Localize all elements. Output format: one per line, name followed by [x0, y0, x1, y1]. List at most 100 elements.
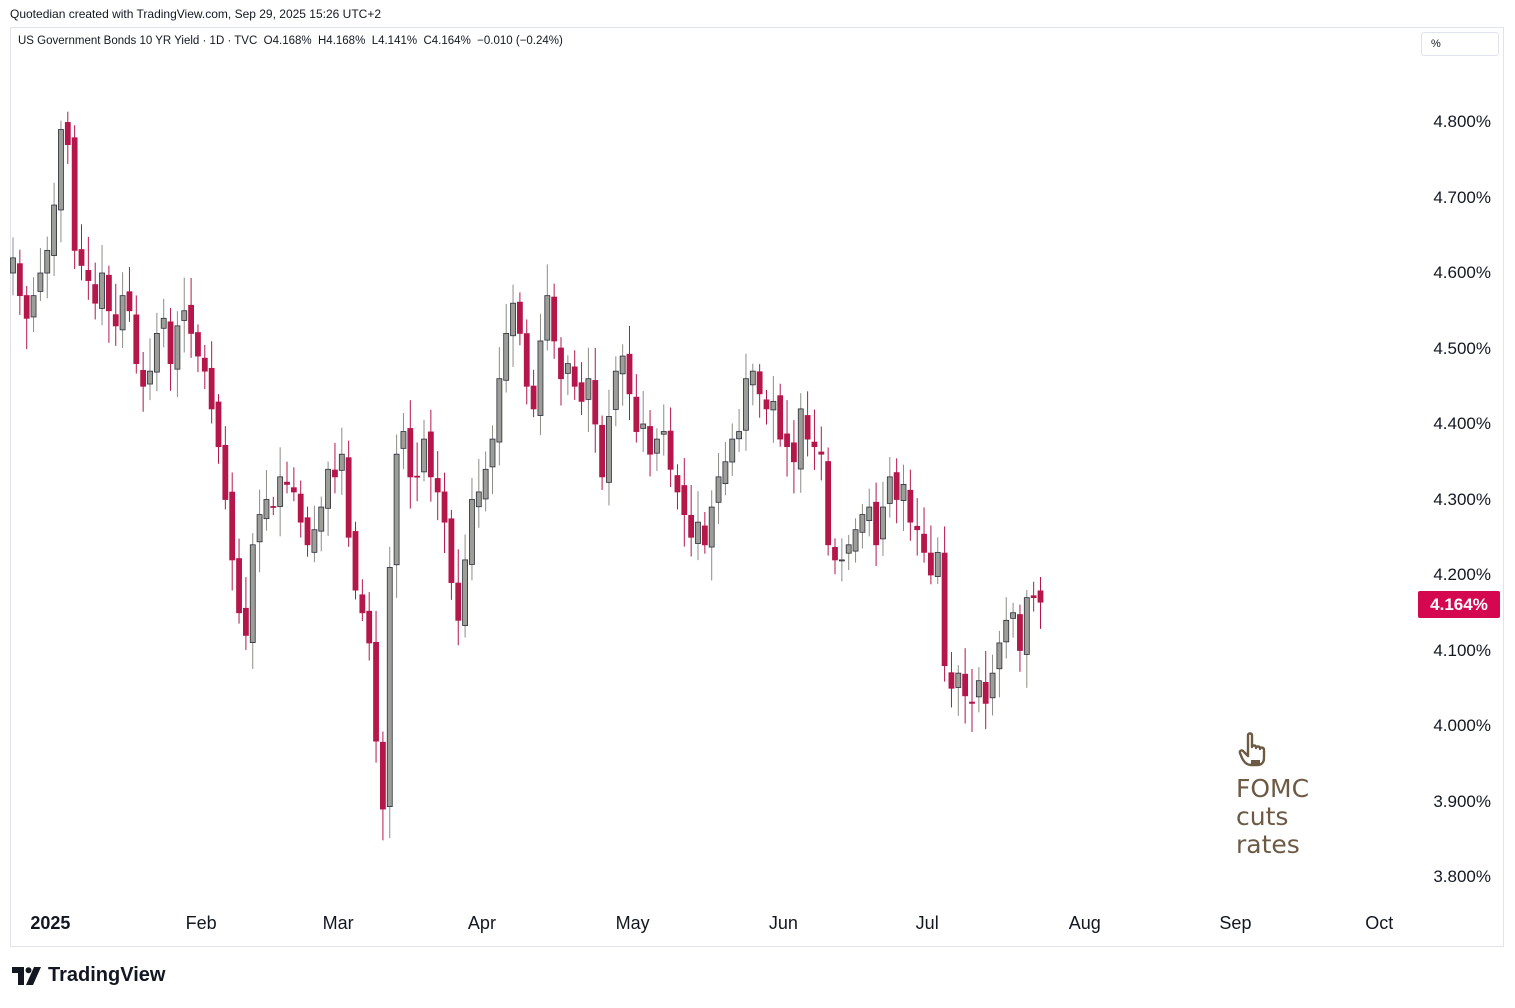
candle[interactable] [448, 509, 455, 600]
candle[interactable] [708, 490, 715, 581]
candle[interactable] [379, 731, 386, 841]
candle[interactable] [58, 120, 64, 243]
candle[interactable] [167, 308, 174, 391]
candle[interactable] [633, 374, 640, 443]
candle[interactable] [51, 182, 57, 276]
candle[interactable] [71, 125, 78, 269]
candle[interactable] [147, 338, 153, 401]
candle[interactable] [852, 518, 859, 563]
candle[interactable] [1023, 590, 1030, 688]
candle[interactable] [921, 507, 927, 563]
candle[interactable] [866, 488, 873, 537]
candle[interactable] [660, 404, 667, 456]
candle[interactable] [242, 577, 249, 650]
candle[interactable] [571, 350, 578, 400]
candle[interactable] [249, 533, 256, 669]
candle[interactable] [352, 521, 359, 600]
candle[interactable] [599, 415, 605, 490]
candle[interactable] [23, 285, 30, 350]
candle[interactable] [544, 264, 551, 351]
candle[interactable] [64, 111, 71, 164]
candle[interactable] [140, 351, 147, 412]
candle[interactable] [886, 457, 893, 518]
candle[interactable] [784, 400, 790, 477]
candle[interactable] [640, 391, 647, 453]
candle[interactable] [777, 383, 784, 447]
candle[interactable] [174, 311, 181, 397]
candle[interactable] [674, 464, 681, 510]
candle[interactable] [1003, 597, 1010, 659]
candle[interactable] [592, 347, 599, 453]
candle[interactable] [462, 534, 469, 638]
candle[interactable] [914, 498, 921, 556]
candle[interactable] [160, 298, 167, 348]
candle[interactable] [373, 610, 379, 763]
candle[interactable] [756, 364, 763, 418]
candle[interactable] [612, 356, 619, 427]
candle[interactable] [701, 511, 708, 554]
candle[interactable] [948, 652, 955, 708]
candle[interactable] [236, 538, 242, 624]
candle[interactable] [475, 459, 482, 528]
candle[interactable] [325, 461, 332, 536]
candle[interactable] [284, 461, 290, 494]
candle[interactable] [99, 245, 105, 326]
candle[interactable] [270, 496, 277, 516]
candle[interactable] [400, 413, 407, 470]
candle[interactable] [510, 284, 516, 367]
candle[interactable] [845, 534, 852, 571]
candle[interactable] [119, 272, 126, 349]
candle[interactable] [934, 537, 941, 585]
candle[interactable] [962, 648, 969, 724]
candle[interactable] [1010, 602, 1016, 638]
candle[interactable] [811, 409, 818, 470]
candle[interactable] [729, 423, 736, 476]
candle[interactable] [647, 410, 653, 477]
candle[interactable] [311, 505, 318, 563]
candle[interactable] [770, 376, 777, 443]
candle[interactable] [989, 654, 996, 716]
candle[interactable] [427, 409, 434, 502]
candle[interactable] [695, 491, 701, 561]
candle[interactable] [873, 482, 879, 567]
candle[interactable] [126, 266, 133, 322]
candle[interactable] [797, 393, 804, 493]
candle[interactable] [825, 447, 832, 556]
candle[interactable] [201, 344, 208, 390]
candle[interactable] [106, 265, 112, 343]
candle[interactable] [551, 283, 558, 359]
candle[interactable] [688, 484, 695, 557]
candle[interactable] [181, 277, 188, 353]
candle[interactable] [654, 428, 660, 472]
candle[interactable] [297, 480, 304, 538]
candle[interactable] [153, 312, 160, 392]
candle[interactable] [290, 467, 297, 502]
candle[interactable] [667, 407, 674, 488]
candle[interactable] [133, 295, 140, 374]
candle[interactable] [85, 236, 92, 300]
candle[interactable] [304, 506, 311, 557]
candle[interactable] [1017, 604, 1023, 672]
candle[interactable] [112, 283, 119, 346]
candle[interactable] [1030, 581, 1037, 612]
candle[interactable] [722, 441, 729, 496]
candle[interactable] [359, 579, 366, 622]
candle[interactable] [318, 496, 325, 552]
candle[interactable] [975, 667, 982, 713]
candle[interactable] [585, 347, 592, 433]
symbol-legend[interactable]: US Government Bonds 10 YR Yield · 1D · T… [18, 35, 563, 47]
candle[interactable] [996, 630, 1003, 698]
candle[interactable] [441, 472, 448, 554]
candle[interactable] [681, 458, 688, 547]
candle[interactable] [736, 408, 742, 453]
tradingview-logo[interactable]: TradingView [12, 964, 165, 987]
candle[interactable] [907, 469, 914, 541]
candle[interactable] [386, 546, 393, 839]
candle[interactable] [893, 458, 900, 524]
candle[interactable] [955, 665, 962, 716]
candle[interactable] [30, 277, 37, 333]
candle[interactable] [791, 420, 797, 494]
candle[interactable] [763, 389, 770, 425]
candle[interactable] [941, 526, 948, 682]
